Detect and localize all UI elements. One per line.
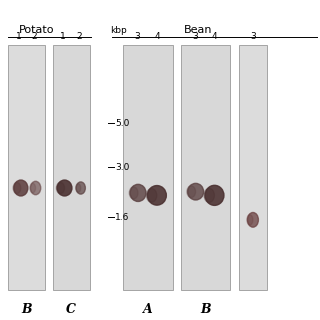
Text: A: A	[143, 303, 153, 316]
Bar	[239, 45, 267, 290]
Ellipse shape	[187, 186, 196, 197]
Text: 1: 1	[16, 32, 22, 41]
Ellipse shape	[56, 182, 65, 194]
Text: 3.0: 3.0	[115, 163, 130, 172]
Bar	[123, 45, 173, 290]
Ellipse shape	[248, 212, 259, 227]
Text: 3: 3	[250, 32, 256, 41]
Ellipse shape	[204, 188, 214, 202]
Text: 3: 3	[192, 32, 197, 41]
Ellipse shape	[130, 184, 146, 202]
Ellipse shape	[148, 186, 166, 205]
Text: 2: 2	[77, 32, 83, 41]
Ellipse shape	[13, 182, 21, 194]
Ellipse shape	[205, 185, 224, 205]
Text: 5.0: 5.0	[115, 119, 130, 128]
Ellipse shape	[129, 187, 138, 199]
Text: C: C	[66, 303, 76, 316]
Text: 4: 4	[154, 32, 160, 41]
Ellipse shape	[147, 188, 157, 202]
Ellipse shape	[76, 182, 85, 194]
Text: 3: 3	[134, 32, 140, 41]
Text: Bean: Bean	[184, 25, 213, 35]
Text: Potato: Potato	[19, 25, 55, 35]
Ellipse shape	[57, 180, 72, 196]
Bar	[181, 45, 230, 290]
Text: 2: 2	[32, 32, 37, 41]
Ellipse shape	[30, 181, 41, 195]
Bar	[53, 45, 90, 290]
Text: B: B	[200, 303, 211, 316]
Text: 1: 1	[60, 32, 66, 41]
Bar	[8, 45, 45, 290]
Text: B: B	[21, 303, 32, 316]
Ellipse shape	[76, 184, 81, 192]
Text: 4: 4	[212, 32, 217, 41]
Ellipse shape	[188, 183, 204, 200]
Text: kbp: kbp	[110, 26, 127, 35]
Ellipse shape	[247, 215, 253, 225]
Ellipse shape	[30, 183, 36, 193]
Text: 1.6: 1.6	[115, 213, 130, 222]
Ellipse shape	[14, 180, 28, 196]
